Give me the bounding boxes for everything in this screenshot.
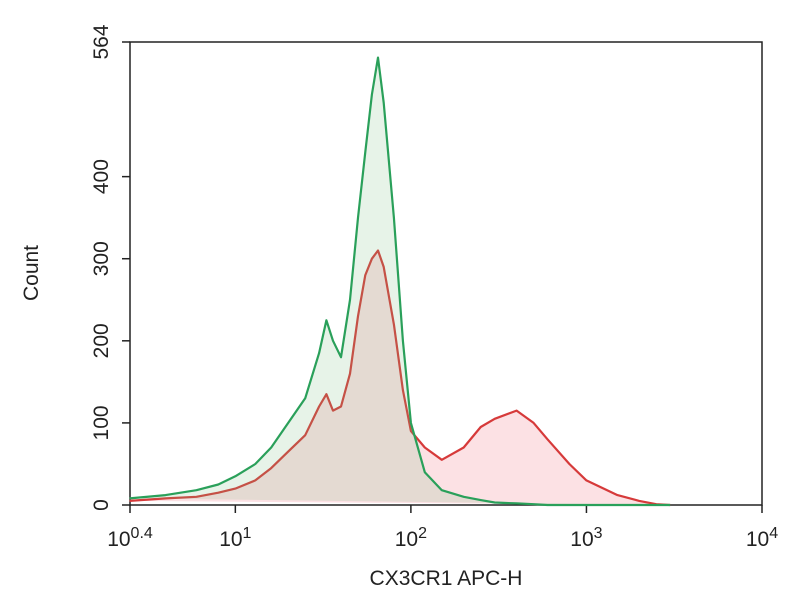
x-tick-label: 104: [746, 525, 778, 551]
y-tick-label: 564: [90, 24, 113, 59]
plot-frame: [129, 41, 763, 506]
histogram-line: [129, 56, 671, 507]
y-tick-label: 200: [90, 323, 113, 358]
y-tick-label: 400: [90, 159, 113, 194]
x-tick-label: 103: [570, 525, 602, 551]
x-tick-label: 102: [395, 525, 427, 551]
x-tick-label: 100.4: [107, 525, 153, 551]
y-tick-label: 0: [90, 499, 113, 511]
x-axis-label: CX3CR1 APC-H: [370, 567, 523, 590]
y-axis-label: Count: [20, 245, 43, 301]
x-tick-label: 101: [219, 525, 251, 551]
y-tick-label: 300: [90, 241, 113, 276]
histogram-line: [129, 249, 671, 507]
y-tick-label: 100: [90, 405, 113, 440]
